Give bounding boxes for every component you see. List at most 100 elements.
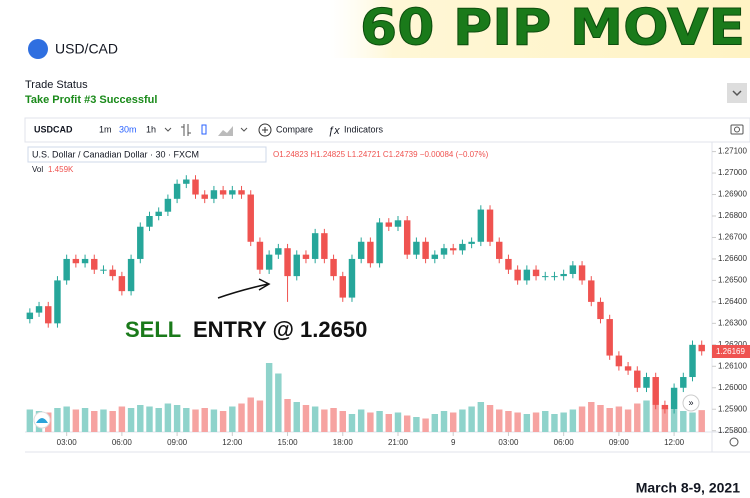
candle-body <box>81 258 89 264</box>
candle-body <box>569 265 577 274</box>
candle-body <box>91 258 98 270</box>
volume-bar <box>385 414 393 432</box>
candle-body <box>367 241 374 264</box>
indicators-button[interactable]: Indicators <box>344 124 384 134</box>
y-tick-label: 1.26600 <box>718 254 747 263</box>
volume-bar <box>238 403 245 432</box>
x-tick-label: 12:00 <box>664 438 685 447</box>
candle-body <box>164 198 172 212</box>
area-type-icon[interactable] <box>218 126 233 136</box>
volume-bar <box>54 408 61 432</box>
volume-bar <box>477 402 485 432</box>
candle-body <box>118 276 126 292</box>
y-tick-label: 1.27100 <box>718 147 747 156</box>
candle-body <box>486 209 494 242</box>
volume-bar <box>348 414 356 432</box>
scroll-icon: » <box>688 397 693 407</box>
x-tick-label: 21:00 <box>388 438 409 447</box>
candle-body <box>477 209 485 242</box>
interval-1m[interactable]: 1m <box>99 124 112 134</box>
collapse-button[interactable] <box>727 83 747 103</box>
volume-bar <box>311 406 319 432</box>
candle-body <box>293 254 300 277</box>
symbol: USD/CAD <box>55 41 118 57</box>
candle-body <box>155 211 162 216</box>
volume-bar <box>265 363 273 432</box>
candle-body <box>321 233 328 259</box>
y-tick-label: 1.26800 <box>718 211 747 220</box>
volume-bar <box>505 411 512 432</box>
candle-body <box>532 269 540 277</box>
y-tick-label: 1.26300 <box>718 318 747 327</box>
volume-bar <box>624 409 632 432</box>
candle-body <box>229 190 236 195</box>
candle-body <box>689 344 696 378</box>
bar-type-icon[interactable] <box>181 124 191 136</box>
candle-body <box>634 370 641 388</box>
volume-bar <box>339 411 346 432</box>
volume-bar <box>376 411 383 432</box>
candle-body <box>698 344 705 352</box>
interval-30m[interactable]: 30m <box>119 124 137 134</box>
trade-result: Take Profit #3 Successful <box>25 94 157 106</box>
last-price-label: 1.26169 <box>716 347 745 356</box>
candle-body <box>330 258 337 277</box>
indicators-icon[interactable]: ƒx <box>328 125 340 137</box>
volume-bar <box>183 408 190 432</box>
candle-body <box>505 258 512 270</box>
candle-body <box>643 377 650 388</box>
volume-bar <box>91 411 98 432</box>
volume-bar <box>155 408 162 432</box>
volume-bar <box>422 418 429 432</box>
candle-body <box>578 265 586 281</box>
last-price-box <box>712 345 750 358</box>
x-tick-label: 09:00 <box>609 438 630 447</box>
x-tick-label: 03:00 <box>498 438 519 447</box>
x-tick-label: 09:00 <box>167 438 188 447</box>
legend-box <box>27 146 267 163</box>
scroll-button[interactable] <box>682 394 700 412</box>
compare-icon[interactable] <box>258 123 272 137</box>
candle-body <box>523 269 531 281</box>
candle-body <box>385 222 393 227</box>
volume-bar <box>542 411 549 432</box>
candle-body <box>661 404 669 410</box>
candle-body <box>597 301 604 320</box>
candle-body <box>265 254 273 270</box>
toolbar-symbol[interactable]: USDCAD <box>34 124 73 134</box>
settings-icon[interactable] <box>729 437 739 447</box>
volume-bar <box>81 408 89 432</box>
volume-bar <box>321 409 328 432</box>
snapshot-icon[interactable] <box>730 124 744 135</box>
candle-body <box>311 233 319 259</box>
candle-body <box>183 179 190 184</box>
volume-bar <box>247 397 254 432</box>
volume-bar <box>357 409 365 432</box>
volume-bar <box>63 406 70 432</box>
x-tick-label: 9 <box>451 438 456 447</box>
volume-bar <box>440 411 448 432</box>
volume-bar <box>551 414 558 432</box>
chart-type-menu[interactable] <box>240 127 248 132</box>
candle-body <box>210 190 218 199</box>
candle-body <box>440 248 448 255</box>
interval-1h[interactable]: 1h <box>146 124 156 134</box>
volume-bar <box>661 408 669 432</box>
y-tick-label: 1.26400 <box>718 297 747 306</box>
volume-bar <box>403 415 411 432</box>
volume-bar <box>275 373 282 432</box>
y-tick-label: 1.25800 <box>718 426 747 435</box>
vol-value: 1.459K <box>48 165 74 174</box>
interval-menu[interactable] <box>164 127 172 132</box>
y-tick-label: 1.26900 <box>718 190 747 199</box>
volume-bar <box>698 410 705 432</box>
volume-bar <box>615 406 623 432</box>
volume-bar <box>256 400 264 432</box>
candle-body <box>459 243 466 251</box>
compare-button[interactable]: Compare <box>276 124 313 134</box>
candle-type-icon[interactable] <box>201 124 207 135</box>
volume-bar <box>26 409 34 432</box>
volume-bar <box>229 406 236 432</box>
ohlc-readout: O1.24823 H1.24825 L1.24721 C1.24739 −0.0… <box>273 150 489 159</box>
candle-body <box>588 280 595 302</box>
